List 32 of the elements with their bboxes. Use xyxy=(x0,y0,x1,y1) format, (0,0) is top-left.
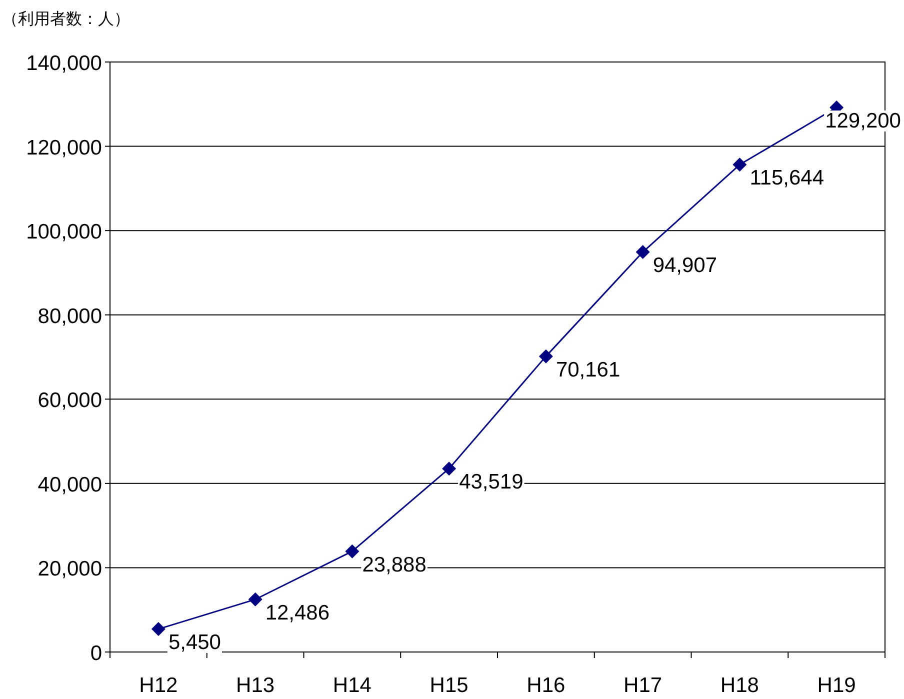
data-label: 129,200 xyxy=(825,110,901,133)
y-tick-label: 140,000 xyxy=(26,52,102,75)
y-tick-label: 80,000 xyxy=(38,304,102,328)
data-label: 115,644 xyxy=(750,166,824,190)
data-label: 94,907 xyxy=(652,254,718,278)
x-tick-label: H14 xyxy=(332,674,372,697)
y-tick-label: 20,000 xyxy=(38,558,102,581)
y-tick-label: 60,000 xyxy=(38,389,102,412)
y-tick-label: 120,000 xyxy=(26,136,102,160)
data-label: 70,161 xyxy=(556,358,620,382)
y-axis-title: （利用者数：人） xyxy=(2,10,130,28)
x-tick-label: H13 xyxy=(236,674,275,697)
point xyxy=(538,349,553,364)
x-tick-label: H17 xyxy=(624,674,662,697)
point xyxy=(636,245,650,260)
point xyxy=(442,462,456,476)
data-label: 43,519 xyxy=(459,470,524,494)
y-tick-label: 100,000 xyxy=(26,220,102,244)
x-tick-label: H16 xyxy=(526,674,566,697)
y-tick-label: 0 xyxy=(90,642,102,665)
data-label: 23,888 xyxy=(362,553,426,576)
data-label: 5,450 xyxy=(168,631,221,654)
x-tick-label: H15 xyxy=(430,674,468,697)
x-tick-label: H12 xyxy=(139,674,178,697)
data-label: 12,486 xyxy=(265,601,330,624)
point xyxy=(248,592,262,606)
point xyxy=(345,544,360,558)
point xyxy=(151,622,166,636)
x-tick-label: H19 xyxy=(817,674,856,697)
y-tick-label: 40,000 xyxy=(38,473,102,496)
x-tick-label: H18 xyxy=(720,674,759,697)
point xyxy=(732,158,747,172)
